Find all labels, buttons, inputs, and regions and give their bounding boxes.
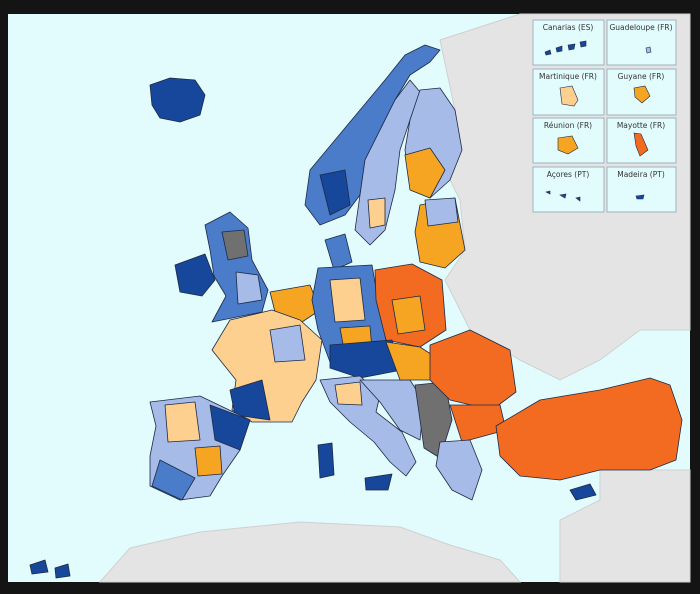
inset-shapes	[544, 40, 652, 202]
inset-label: Madeira (PT)	[617, 170, 665, 179]
inset-box	[606, 68, 677, 116]
inset-box	[606, 166, 677, 213]
inset-label: Canarias (ES)	[543, 23, 594, 32]
regions	[29, 44, 683, 579]
inset-label: Réunion (FR)	[544, 121, 592, 130]
inset-label: Açores (PT)	[547, 170, 590, 179]
inset-panel: Canarias (ES) Guadeloupe (FR) Martinique…	[532, 19, 677, 213]
inset-label: Mayotte (FR)	[617, 121, 665, 130]
inset-box	[532, 19, 605, 66]
inset-box	[532, 166, 605, 213]
inset-label: Guyane (FR)	[618, 72, 665, 81]
inset-label: Martinique (FR)	[539, 72, 597, 81]
inset-label: Guadeloupe (FR)	[609, 23, 672, 32]
inset-box	[606, 19, 677, 66]
